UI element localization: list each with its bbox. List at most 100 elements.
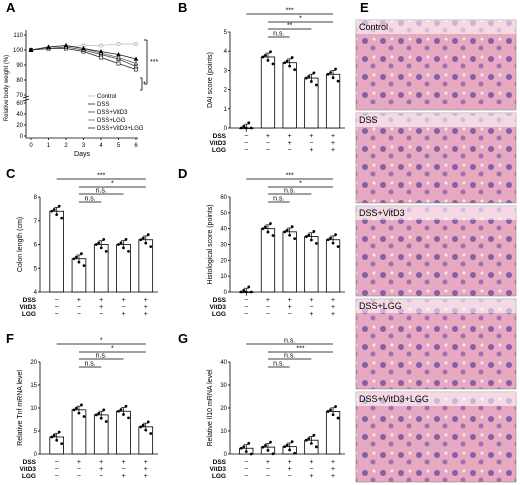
- bar: [49, 210, 65, 293]
- data-dot: [334, 233, 337, 237]
- data-dot: [293, 237, 297, 241]
- data-dot: [146, 420, 150, 424]
- panel-letter-a: A: [6, 0, 16, 15]
- data-dot: [52, 433, 56, 437]
- tick-label-a-y: 40: [16, 112, 23, 118]
- tick-label-y: 0: [224, 452, 228, 458]
- data-point-a: [133, 56, 139, 61]
- data-dot: [266, 449, 270, 452]
- histology-label-bg: [356, 20, 516, 34]
- tick-label-y: 15: [30, 383, 37, 389]
- treatment-symbol: −: [55, 311, 59, 318]
- sig-label-a: *: [143, 81, 146, 88]
- data-dot: [75, 406, 78, 410]
- sig-label: n.s.: [273, 196, 284, 203]
- treatment-label: VitD3: [210, 140, 227, 147]
- data-dot: [80, 403, 83, 407]
- treatment-symbol: −: [309, 466, 313, 473]
- treatment-symbol: +: [309, 147, 313, 154]
- tick-label-y: 4: [34, 290, 38, 296]
- data-dot: [50, 435, 54, 439]
- data-dot: [57, 204, 61, 208]
- treatment-symbol: +: [331, 297, 335, 304]
- tick-label-y: 50: [220, 211, 227, 217]
- tick-label-y: 40: [220, 227, 227, 233]
- treatment-symbol: +: [288, 133, 292, 140]
- treatment-symbol: +: [331, 311, 335, 318]
- tick-label-a-y: 110: [13, 33, 23, 39]
- tick-label-y: 10: [30, 406, 37, 412]
- tick-label-a-y: 0: [20, 134, 24, 140]
- treatment-symbol: −: [77, 311, 81, 318]
- sig-label: n.s.: [84, 361, 95, 368]
- data-point-a: [28, 47, 34, 52]
- legend-label-a: DSS+VitD3: [97, 110, 128, 116]
- data-dot: [57, 430, 61, 434]
- data-dot: [244, 126, 248, 130]
- legend-label-a: DSS: [97, 102, 109, 108]
- data-dot: [119, 408, 123, 411]
- treatment-symbol: +: [288, 297, 292, 304]
- histology-label-bg: [356, 113, 516, 127]
- sig-label: *: [111, 181, 114, 188]
- tick-label-a-x: 6: [134, 143, 138, 149]
- data-dot: [102, 237, 106, 241]
- treatment-label: VitD3: [210, 304, 227, 311]
- axis-break-mark: [22, 98, 30, 102]
- axis-title-a-y: Relative body weight (%): [4, 55, 10, 121]
- data-dot: [334, 405, 337, 408]
- data-dot: [249, 452, 253, 456]
- tick-label-a-x: 1: [47, 143, 51, 149]
- histology-label: Control: [359, 22, 388, 32]
- data-dot: [264, 444, 267, 447]
- data-dot: [309, 80, 313, 83]
- sig-label: n.s.: [84, 196, 95, 203]
- data-point-a: [134, 67, 138, 72]
- treatment-symbol: −: [55, 459, 59, 466]
- panel-letter-g: G: [178, 331, 188, 346]
- tick-label-y: 20: [30, 360, 37, 366]
- data-point-a: [63, 42, 69, 48]
- data-dot: [293, 451, 297, 455]
- treatment-label: VitD3: [20, 466, 37, 473]
- treatment-symbol: +: [288, 459, 292, 466]
- data-dot: [249, 126, 253, 130]
- data-dot: [261, 445, 265, 449]
- data-dot: [124, 404, 128, 408]
- treatment-symbol: −: [55, 466, 59, 473]
- axis-title-y: Relative Il10 mRNA level: [207, 369, 214, 446]
- treatment-symbol: −: [244, 459, 248, 466]
- treatment-symbol: −: [244, 304, 248, 311]
- tick-label-y: 0: [224, 126, 228, 132]
- treatment-symbol: −: [244, 147, 248, 154]
- bar: [304, 236, 319, 293]
- data-point-a: [99, 55, 103, 60]
- data-dot: [97, 241, 101, 245]
- treatment-label: LGG: [212, 311, 226, 318]
- data-dot: [127, 249, 130, 253]
- data-dot: [266, 59, 270, 62]
- sig-label: *: [100, 338, 103, 345]
- tick-label-y: 5: [34, 429, 38, 435]
- tick-label-y: 3: [224, 68, 228, 74]
- sig-label: **: [287, 23, 293, 30]
- treatment-symbol: +: [266, 133, 270, 140]
- data-dot: [307, 74, 311, 78]
- data-dot: [329, 71, 332, 74]
- data-dot: [285, 228, 289, 232]
- data-dot: [269, 222, 272, 225]
- data-dot: [288, 448, 292, 452]
- treatment-symbol: +: [309, 297, 313, 304]
- panel-letter-b: B: [178, 0, 187, 15]
- histology-image: [355, 205, 517, 297]
- tick-label-y: 10: [220, 274, 227, 280]
- tick-label-a-y: 90: [16, 63, 23, 69]
- data-dot: [307, 233, 311, 237]
- data-dot: [60, 442, 64, 446]
- data-dot: [266, 230, 270, 234]
- data-dot: [304, 76, 308, 80]
- treatment-symbol: −: [55, 297, 59, 304]
- data-dot: [247, 121, 251, 125]
- treatment-symbol: +: [331, 459, 335, 466]
- treatment-label: DSS: [213, 297, 227, 304]
